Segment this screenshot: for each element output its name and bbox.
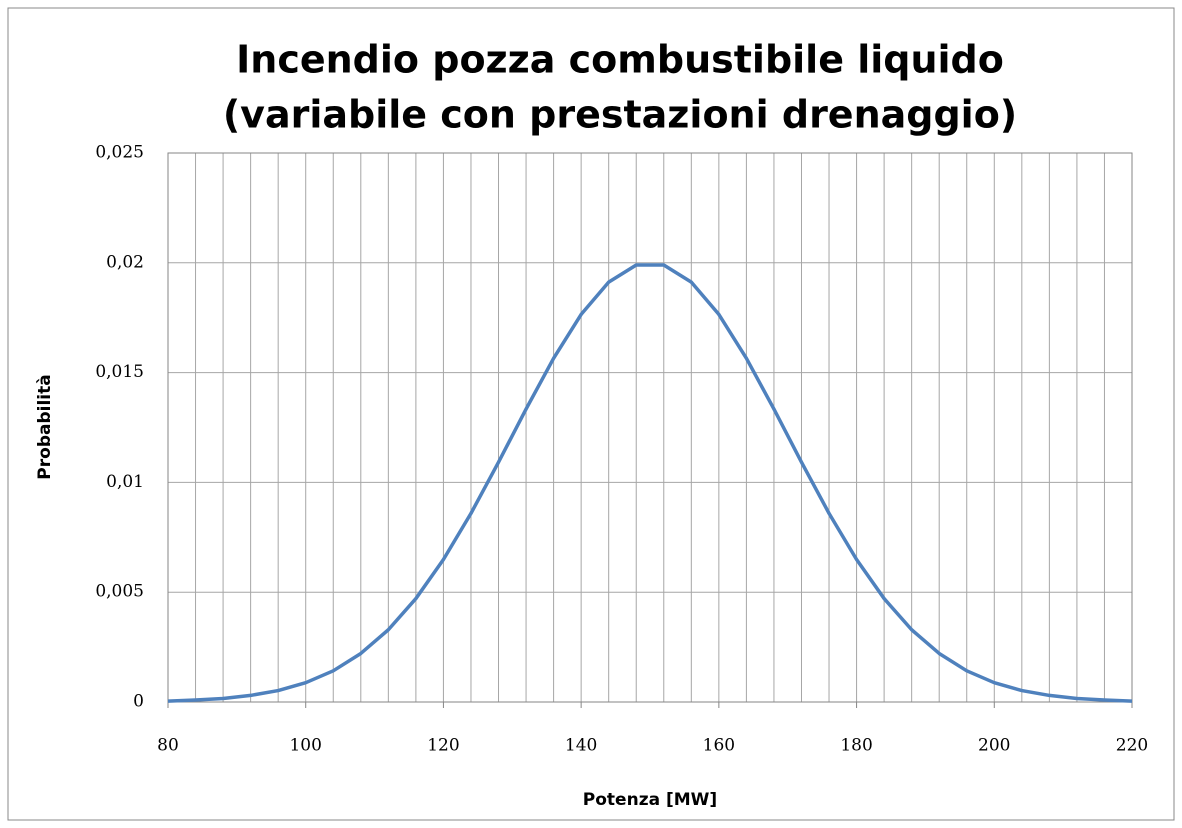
y-tick-label: 0,02	[106, 252, 144, 272]
y-tick-label: 0,025	[95, 143, 144, 163]
chart-title: Incendio pozza combustibile liquido	[236, 38, 1004, 82]
y-tick-label: 0,015	[95, 362, 144, 382]
x-axis-label: Potenza [MW]	[583, 790, 717, 810]
y-tick-label: 0	[133, 692, 144, 712]
y-axis-label: Probabilità	[35, 374, 55, 479]
chart-title: (variabile con prestazioni drenaggio)	[223, 93, 1017, 137]
line	[167, 263, 1133, 703]
plot-border	[167, 152, 1133, 703]
chart-border	[7, 7, 1175, 821]
y-tick-label: 0,005	[95, 582, 144, 602]
x-tick-label: 120	[427, 736, 459, 756]
x-tick-label: 80	[157, 736, 179, 756]
y-tick-label: 0,01	[106, 472, 144, 492]
x-tick-label: 200	[978, 736, 1010, 756]
x-tick-label: 140	[565, 736, 597, 756]
x-tick-label: 180	[840, 736, 872, 756]
x-tick-label: 220	[1116, 736, 1148, 756]
x-tick-label: 160	[703, 736, 735, 756]
x-tick-label: 100	[289, 736, 321, 756]
